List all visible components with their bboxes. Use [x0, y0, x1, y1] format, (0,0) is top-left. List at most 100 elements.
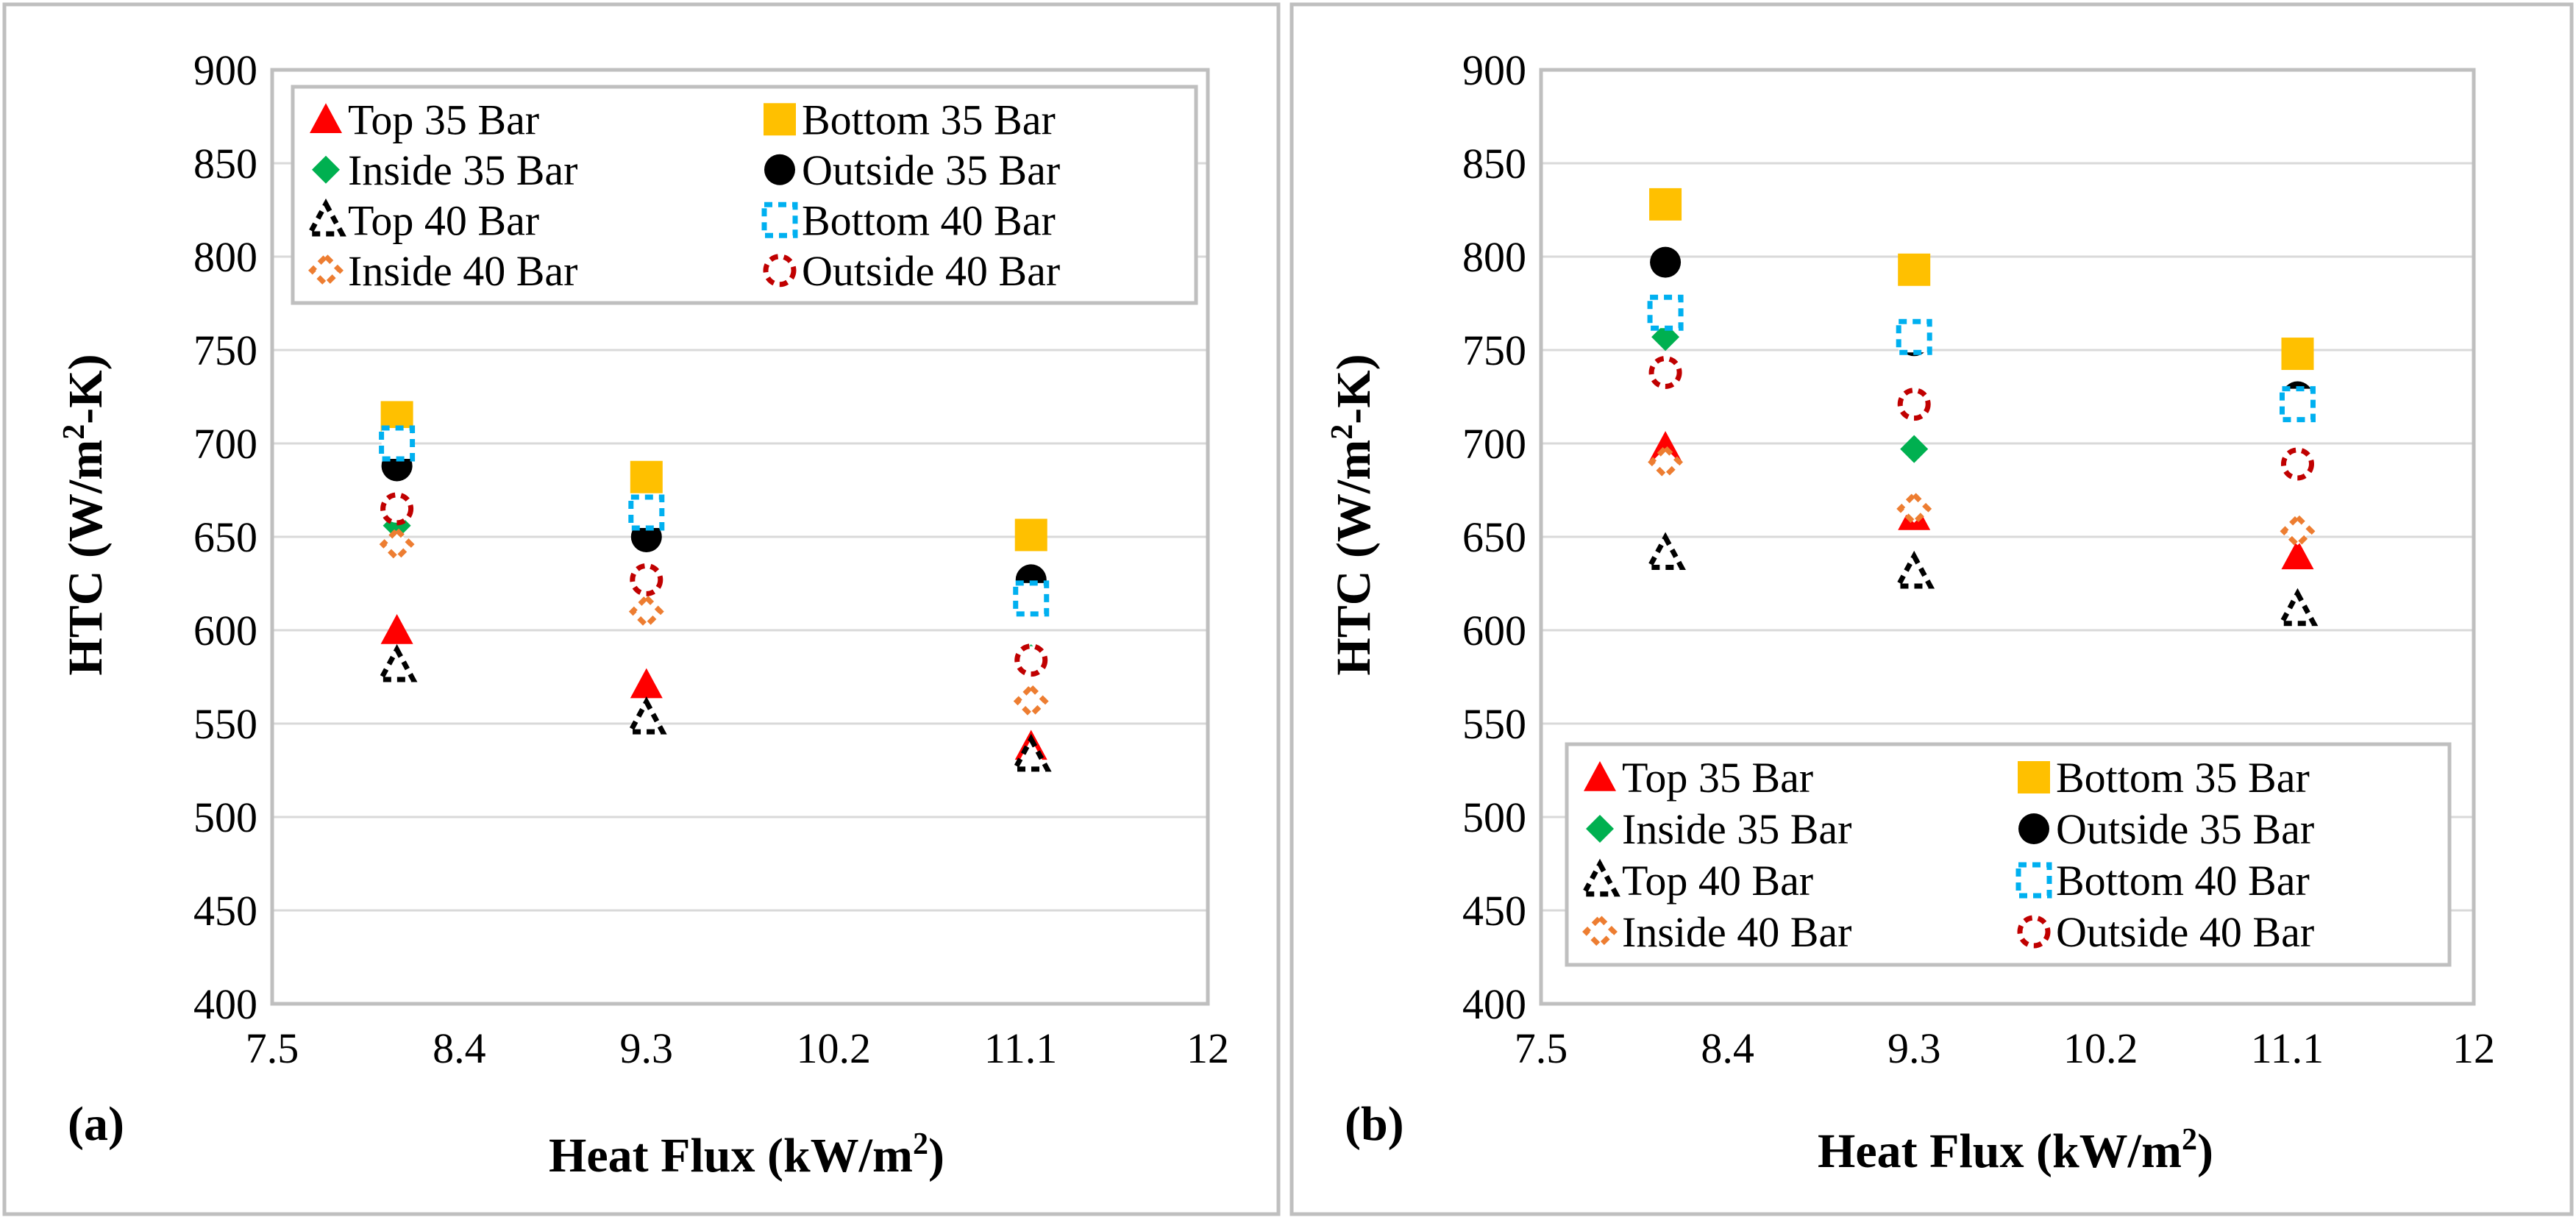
panel-a-legend-item-outside-40-bar: Outside 40 Bar	[763, 247, 1060, 295]
panel-b-marker-bottom-40-bar	[2279, 386, 2316, 423]
panel-a-legend-item-bottom-40-bar: Bottom 40 Bar	[761, 196, 1056, 244]
panel-b-marker-inside-40-bar	[1896, 491, 1932, 527]
panel-a-y-tick-label: 500	[193, 793, 257, 841]
panel-b-plot-border	[1539, 68, 2476, 1006]
panel-b-legend-swatch-inside-40-bar	[1582, 914, 1618, 949]
panel-b-legend-swatch-outside-40-bar	[2017, 915, 2051, 949]
panel-a-legend-swatch-top-35-bar	[310, 103, 342, 133]
panel-b-legend-item-top-40-bar: Top 40 Bar	[1579, 857, 1813, 905]
panel-b-x-tick-label: 11.1	[2251, 1024, 2324, 1072]
panel-b-x-tick-label: 10.2	[2063, 1024, 2138, 1072]
panel-b-legend-item-bottom-40-bar: Bottom 40 Bar	[2015, 857, 2310, 905]
panel-a-legend-box	[291, 85, 1198, 305]
panel-a-legend-label: Inside 35 Bar	[348, 146, 578, 194]
panel-b-legend-swatch-outside-35-bar	[2018, 813, 2049, 844]
panel-b-marker-inside-35-bar	[1900, 435, 1929, 463]
panel-b-y-tick-label: 650	[1462, 513, 1526, 561]
panel-a-y-axis-title: HTC (W/m2-K)	[57, 354, 113, 675]
panel-b-y-tick-label: 550	[1462, 700, 1526, 748]
panel-a-legend-swatch-outside-35-bar	[764, 154, 795, 185]
panel-a-legend-swatch-outside-40-bar	[763, 254, 797, 288]
panel-b-marker-bottom-35-bar	[1898, 253, 1931, 286]
panel-a-x-ticks: 7.5 8.4 9.3 10.2 11.1 12	[246, 1024, 1229, 1072]
panel-a: 400 450 500 550 600 650 700 750 800 850 900 7.5 8.4…	[2, 2, 1281, 1216]
panel-b-legend-label: Outside 35 Bar	[2056, 805, 2314, 853]
panel-a-marker-outside-40-bar	[630, 563, 663, 596]
panel-b-marker-top-40-bar	[1893, 550, 1935, 589]
panel-b-marker-outside-35-bar	[1650, 246, 1682, 278]
panel-b-legend-item-inside-40-bar: Inside 40 Bar	[1582, 908, 1852, 956]
panel-b-legend: Top 35 Bar Bottom 35 Bar Inside 35 Bar Outs…	[1565, 742, 2452, 967]
panel-a-legend-item-inside-35-bar: Inside 35 Bar	[312, 146, 578, 194]
panel-a-x-axis-title: Heat Flux (kW/m2)	[549, 1127, 944, 1182]
panel-a-marker-bottom-40-bar	[628, 494, 665, 531]
panel-a-legend-label: Outside 40 Bar	[802, 247, 1060, 295]
panel-b-marker-bottom-40-bar	[1647, 294, 1684, 331]
panel-b-legend-label: Bottom 35 Bar	[2056, 754, 2310, 802]
panel-a-marker-bottom-35-bar	[630, 460, 663, 493]
panel-b-marker-inside-40-bar	[1648, 444, 1684, 480]
panel-b-legend-swatch-top-35-bar	[1584, 761, 1616, 791]
panel-a-plot-border	[270, 68, 1210, 1006]
panel-b-marker-inside-40-bar	[2280, 513, 2316, 549]
panel-a-legend-item-outside-35-bar: Outside 35 Bar	[764, 146, 1060, 194]
panel-b-marker-outside-40-bar	[2280, 447, 2314, 481]
panel-b-x-tick-label: 8.4	[1701, 1024, 1754, 1072]
panel-b-y-tick-label: 850	[1462, 140, 1526, 188]
panel-b-marker-bottom-35-bar	[2281, 338, 2314, 371]
panel-a-legend-item-bottom-35-bar: Bottom 35 Bar	[764, 96, 1056, 143]
panel-b-legend-swatch-inside-35-bar	[1586, 815, 1614, 843]
panel-a-marker-top-40-bar	[625, 696, 667, 735]
panel-a-legend-label: Inside 40 Bar	[348, 247, 578, 295]
panel-a-y-tick-label: 700	[193, 420, 257, 468]
panel-a-marker-inside-40-bar	[1013, 683, 1049, 719]
panel-a-y-tick-label: 650	[193, 513, 257, 561]
panel-a-legend-label: Top 40 Bar	[348, 196, 539, 244]
panel-b-y-tick-label: 500	[1462, 793, 1526, 841]
panel-a-x-tick-label: 9.3	[620, 1024, 674, 1072]
panel-a-marker-outside-40-bar	[380, 492, 414, 526]
panel-b-legend-label: Top 35 Bar	[1622, 754, 1813, 802]
panel-b-legend-label: Inside 40 Bar	[1622, 908, 1852, 956]
panel-b-marker-top-35-bar	[2281, 539, 2314, 570]
panel-a-y-tick-label: 750	[193, 327, 257, 374]
panel-a-marker-bottom-35-bar	[1014, 518, 1047, 552]
panel-a-x-tick-label: 7.5	[246, 1024, 299, 1072]
panel-b-legend-swatch-top-40-bar	[1579, 858, 1620, 897]
panel-b-legend-label: Outside 40 Bar	[2056, 908, 2314, 956]
panel-a-legend-label: Outside 35 Bar	[802, 146, 1060, 194]
panel-b-frame	[1289, 2, 2574, 1216]
panel-b-legend-label: Inside 35 Bar	[1622, 805, 1852, 853]
panel-a-legend-item-top-40-bar: Top 40 Bar	[305, 196, 539, 244]
panel-b-legend-item-outside-40-bar: Outside 40 Bar	[2017, 908, 2314, 956]
panel-b-marker-outside-40-bar	[1897, 388, 1931, 421]
panel-a-y-tick-label: 900	[193, 46, 257, 94]
panel-a-marker-bottom-40-bar	[1013, 580, 1050, 617]
panel-b-legend-swatch-bottom-40-bar	[2015, 862, 2052, 899]
panel-a-marker-top-40-bar	[1010, 733, 1052, 772]
panel-b-y-ticks: 400 450 500 550 600 650 700 750 800 850 900	[1462, 46, 1526, 1028]
panel-a-marker-inside-40-bar	[379, 527, 415, 563]
panel-b-marker-top-40-bar	[2277, 588, 2319, 627]
panel-a-y-tick-label: 600	[193, 607, 257, 654]
panel-b-y-tick-label: 750	[1462, 327, 1526, 374]
panel-a-marker-bottom-40-bar	[379, 425, 416, 462]
panel-a-legend: Top 35 Bar Bottom 35 Bar Inside 35 Bar Outs…	[291, 85, 1198, 305]
panel-b-label: (b)	[1345, 1097, 1404, 1151]
panel-a-x-tick-label: 12	[1186, 1024, 1229, 1072]
panel-a-marker-top-40-bar	[376, 643, 418, 682]
panel-b-legend-item-outside-35-bar: Outside 35 Bar	[2018, 805, 2314, 853]
panel-a-y-tick-label: 800	[193, 233, 257, 281]
panel-b-y-tick-label: 400	[1462, 980, 1526, 1028]
panel-a-legend-swatch-inside-35-bar	[312, 155, 340, 184]
panel-b-marker-bottom-40-bar	[1896, 318, 1932, 355]
panel-a-x-tick-label: 11.1	[984, 1024, 1057, 1072]
panel-a-y-tick-label: 450	[193, 887, 257, 935]
panel-a-legend-item-top-35-bar: Top 35 Bar	[310, 96, 539, 143]
panel-a-legend-swatch-bottom-40-bar	[761, 201, 798, 238]
panel-b-x-ticks: 7.5 8.4 9.3 10.2 11.1 12	[1515, 1024, 2495, 1072]
panel-a-x-tick-label: 8.4	[433, 1024, 486, 1072]
panel-a-y-tick-label: 550	[193, 700, 257, 748]
panel-b-legend-item-inside-35-bar: Inside 35 Bar	[1586, 805, 1852, 853]
panel-a-legend-label: Bottom 40 Bar	[802, 196, 1056, 244]
